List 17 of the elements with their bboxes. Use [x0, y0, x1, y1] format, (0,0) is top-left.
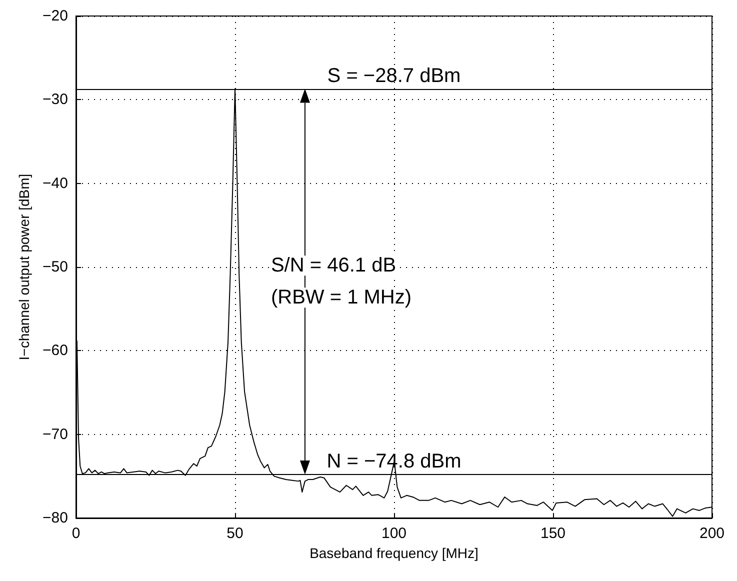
ref-line-label: S = −28.7 dBm [327, 64, 461, 87]
y-axis-title: I−channel output power [dBm] [16, 174, 32, 360]
annotation: (RBW = 1 MHz) [270, 286, 412, 309]
x-tick-label: 100 [381, 525, 407, 542]
x-tick-label: 200 [699, 525, 725, 542]
x-tick-label: 50 [226, 525, 244, 542]
y-tick-label: −20 [42, 8, 68, 24]
x-tick-label: 0 [72, 525, 80, 542]
y-tick-label: −40 [42, 174, 68, 192]
x-axis-title: Baseband frequency [MHz] [310, 544, 478, 561]
annotation: S/N = 46.1 dB [270, 254, 396, 277]
x-tick-label: 150 [540, 525, 566, 542]
y-tick-label: −60 [42, 342, 68, 360]
y-tick-label: −30 [42, 91, 68, 108]
y-tick-label: −50 [42, 258, 68, 276]
y-tick-label: −80 [42, 510, 68, 526]
y-tick-label: −70 [42, 426, 68, 443]
